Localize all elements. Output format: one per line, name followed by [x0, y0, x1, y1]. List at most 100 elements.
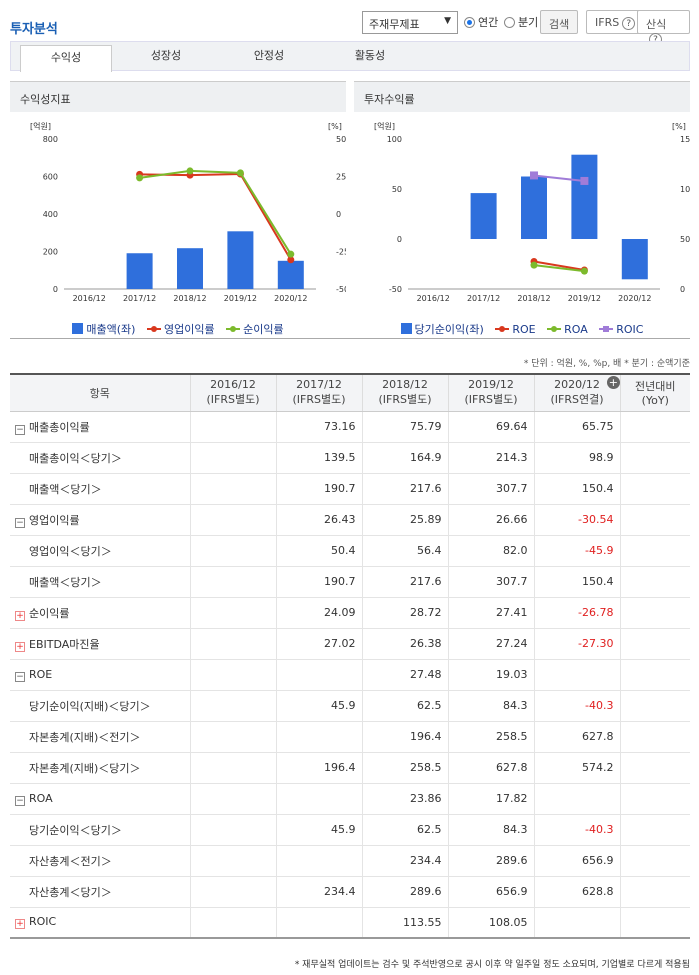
table-row[interactable]: − ROE 27.48 19.03 [10, 659, 690, 691]
value-cell: 56.4 [361, 535, 448, 567]
value-cell [189, 535, 276, 567]
y-tick-label: 600 [43, 173, 58, 182]
legend-label: ROA [564, 323, 588, 336]
tab-activity[interactable]: 활동성 [354, 49, 386, 62]
search-button[interactable]: 검색 [540, 10, 579, 34]
table-row: 당기순이익＜당기＞ 45.9 62.5 84.3 -40.3 [10, 814, 690, 846]
value-cell [619, 535, 690, 567]
chart-legend: 당기순이익(좌) ROE ROA ROIC [354, 321, 690, 337]
radio-annual[interactable]: 연간 [464, 14, 498, 30]
value-cell: 214.3 [447, 442, 534, 474]
tab-bar: 수익성 성장성 안정성 활동성 [10, 41, 690, 72]
y2-tick-label: 25 [336, 173, 346, 182]
tab-profitability[interactable]: 수익성 [20, 45, 112, 72]
legend-net-margin[interactable]: 순이익률 [226, 323, 284, 336]
bar [521, 176, 547, 239]
value-cell: 24.09 [275, 597, 362, 629]
row-label-cell: 당기순이익(지배)＜당기＞ [10, 690, 190, 722]
y2-tick-label: 50 [680, 235, 690, 244]
table-row: 자산총계＜전기＞ 234.4 289.6 656.9 [10, 845, 690, 877]
collapse-icon[interactable]: − [15, 671, 25, 682]
legend-label: 영업이익률 [163, 323, 215, 336]
expand-icon[interactable]: + [15, 919, 25, 930]
value-cell: 627.8 [447, 752, 534, 784]
legend-bar-swatch [72, 323, 84, 334]
table-row[interactable]: − ROA 23.86 17.82 [10, 783, 690, 815]
bar [277, 260, 304, 289]
ifrs-help-button[interactable]: IFRS? [586, 10, 645, 34]
value-cell: 150.4 [533, 566, 620, 598]
collapse-icon[interactable]: − [15, 424, 25, 435]
series-line [533, 264, 585, 273]
value-cell: 289.6 [447, 845, 534, 877]
left-axis-unit: [억원] [374, 121, 395, 131]
value-cell [619, 876, 690, 908]
value-cell [619, 752, 690, 784]
legend-op-margin[interactable]: 영업이익률 [146, 323, 215, 336]
value-cell [619, 814, 690, 846]
legend-label: 매출액(좌) [86, 323, 136, 336]
series-line [139, 169, 292, 255]
y2-tick-label: 50 [336, 135, 346, 144]
formula-label: 산식 [646, 18, 667, 31]
value-cell: 217.6 [361, 473, 448, 505]
expand-icon[interactable]: + [15, 610, 25, 621]
legend-roic[interactable]: ROIC [599, 323, 643, 336]
row-label-cell: 자산총계＜당기＞ [10, 876, 190, 908]
ifrs-label: IFRS [595, 16, 620, 29]
value-cell [189, 411, 276, 443]
point [186, 167, 194, 175]
return-panel: 투자수익률 [억원] [%] -50 0 50 100 0 50 100 150 2016/12 20… [354, 81, 690, 341]
y2-tick-label: 150 [680, 135, 690, 144]
y2-tick-label: -50 [336, 285, 346, 294]
legend-revenue[interactable]: 매출액(좌) [72, 323, 135, 336]
table-row[interactable]: + ROIC 113.55 108.05 [10, 907, 690, 939]
table-row[interactable]: + EBITDA마진율 27.02 26.38 27.24 -27.30 [10, 628, 690, 660]
tab-stability[interactable]: 안정성 [253, 49, 285, 62]
legend-roa[interactable]: ROA [547, 323, 588, 336]
legend-net-income[interactable]: 당기순이익(좌) [400, 323, 484, 336]
table-row[interactable]: + 순이익률 24.09 28.72 27.41 -26.78 [10, 597, 690, 629]
legend-line-swatch [599, 326, 614, 332]
table-row[interactable]: − 영업이익률 26.43 25.89 26.66 -30.54 [10, 504, 690, 536]
value-cell: 150.4 [533, 473, 620, 505]
point [287, 250, 295, 258]
legend-roe[interactable]: ROE [495, 323, 536, 336]
statement-select[interactable]: 주재무제표 ▼ [362, 11, 458, 34]
table-row: 자본총계(지배)＜전기＞ 196.4 258.5 627.8 [10, 721, 690, 753]
expand-icon[interactable]: + [15, 641, 25, 652]
header-item: 항목 [10, 374, 190, 412]
value-cell: 164.9 [361, 442, 448, 474]
row-label: 매출총이익률 [29, 420, 90, 434]
tab-growth[interactable]: 성장성 [150, 49, 182, 62]
value-cell: 108.05 [447, 907, 534, 939]
panel-title: 수익성지표 [10, 81, 346, 112]
value-cell [275, 845, 362, 877]
value-cell: 62.5 [361, 814, 448, 846]
row-label: 자산총계＜당기＞ [29, 885, 112, 899]
value-cell: 258.5 [361, 752, 448, 784]
row-label-cell: 자본총계(지배)＜당기＞ [10, 752, 190, 784]
legend-label: 당기순이익(좌) [414, 323, 484, 336]
add-column-icon[interactable]: + [606, 376, 620, 390]
yoy-line2: (YoY) [641, 394, 669, 408]
row-label: 당기순이익(지배)＜당기＞ [29, 699, 151, 713]
value-cell [275, 907, 362, 939]
footnote: * 재무실적 업데이트는 검수 및 주석반영으로 공시 이후 약 일주일 정도 … [294, 960, 690, 970]
table-row[interactable]: − 매출총이익률 73.16 75.79 69.64 65.75 [10, 411, 690, 443]
value-cell [619, 566, 690, 598]
value-cell: 69.64 [447, 411, 534, 443]
point [236, 169, 244, 177]
collapse-icon[interactable]: − [15, 795, 25, 806]
legend-label: ROIC [616, 323, 644, 336]
col-basis: (IFRS연결) [550, 393, 604, 407]
formula-help-button[interactable]: 산식? [637, 10, 690, 46]
value-cell: 26.66 [447, 504, 534, 536]
row-label: 자본총계(지배)＜당기＞ [29, 761, 141, 775]
radio-quarter[interactable]: 분기 [504, 14, 538, 30]
header-yoy: 전년대비 (YoY) [619, 374, 690, 412]
collapse-icon[interactable]: − [15, 517, 25, 528]
value-cell: -40.3 [533, 690, 620, 722]
series-line [533, 260, 585, 271]
legend-bar-swatch [400, 323, 412, 334]
